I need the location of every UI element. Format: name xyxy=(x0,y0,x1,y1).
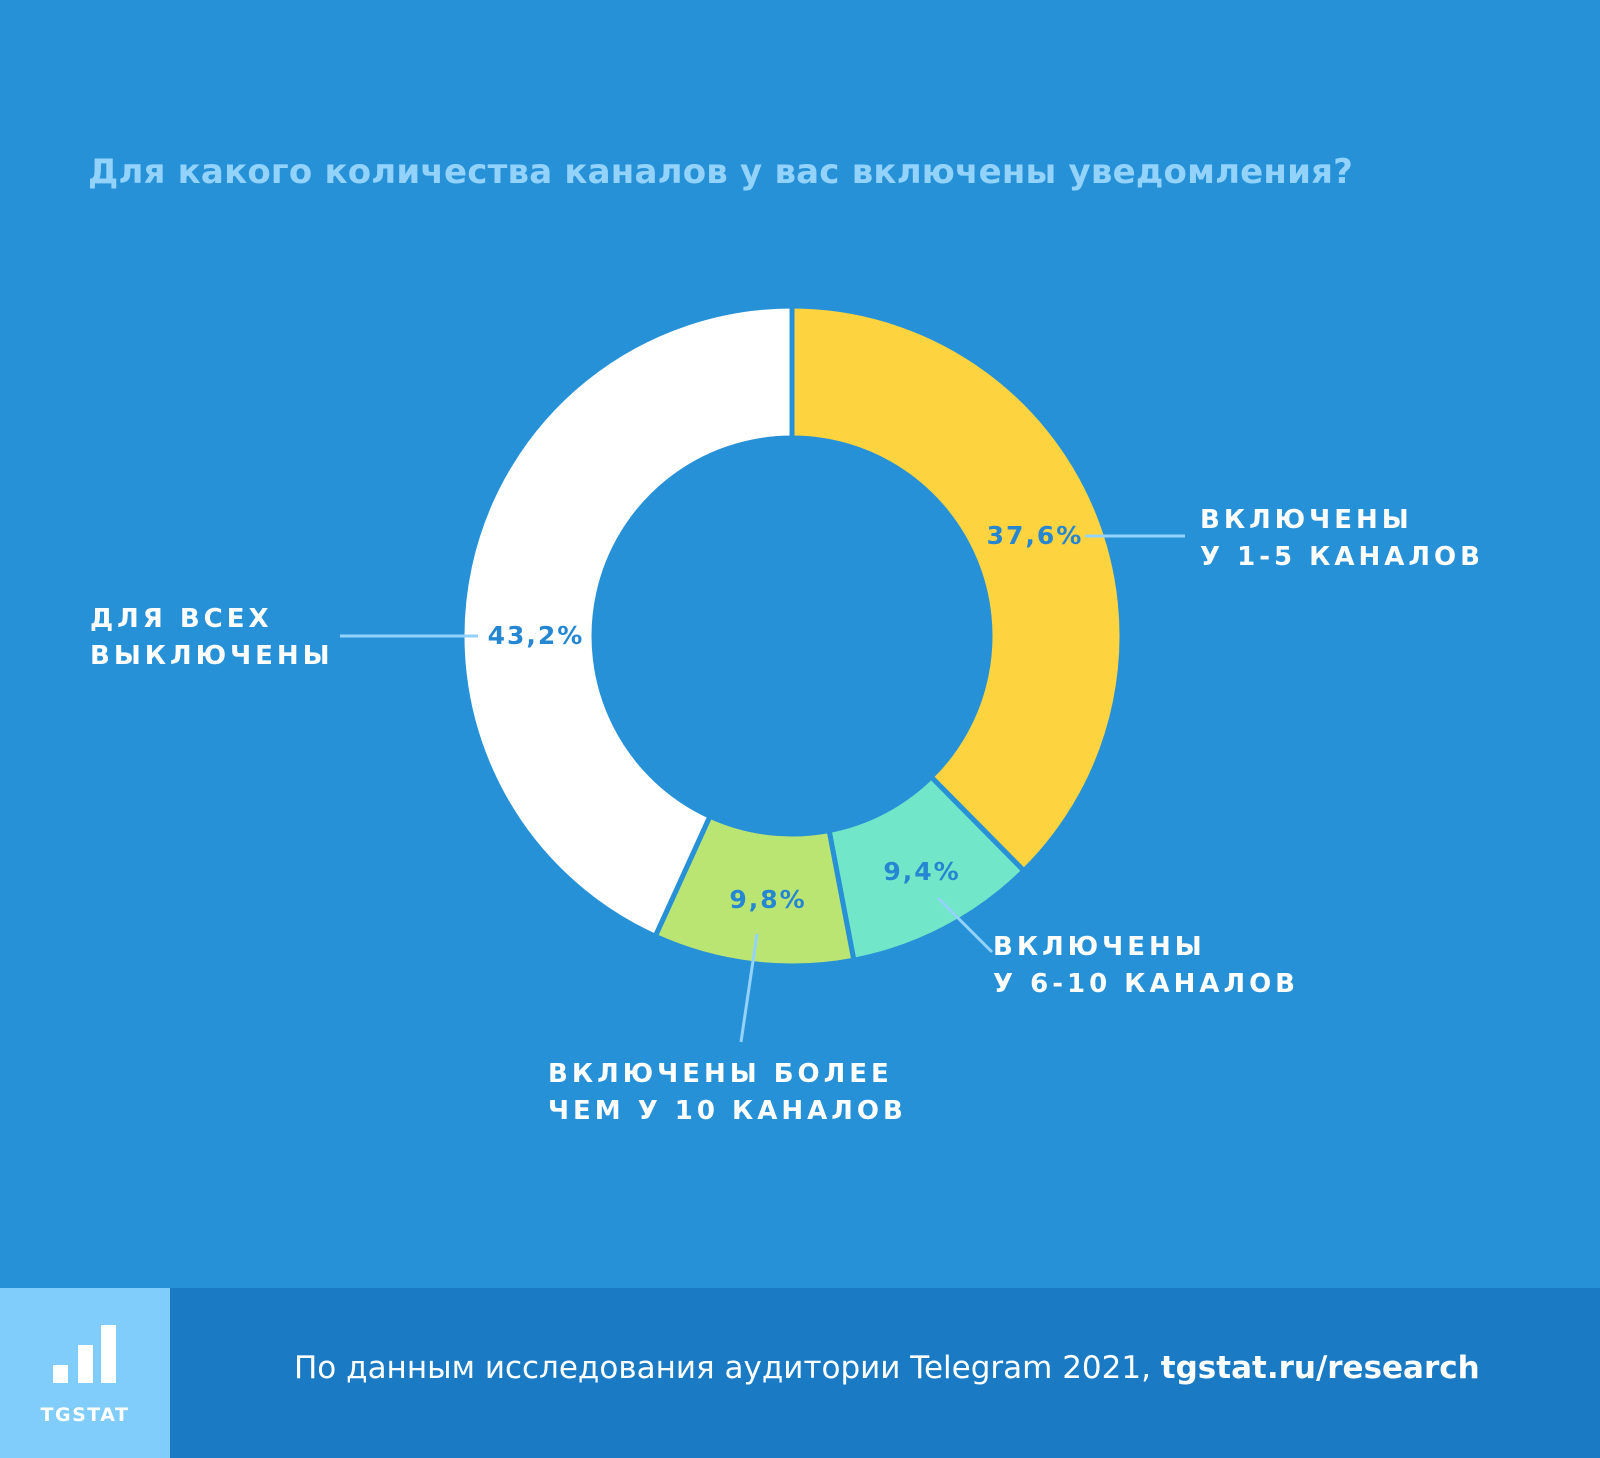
slice-all-off xyxy=(459,303,795,940)
value-label-over-10: 9,8% xyxy=(729,885,806,914)
category-label-line: ЧЕМ У 10 КАНАЛОВ xyxy=(548,1096,907,1126)
chart-title: Для какого количества каналов у вас вклю… xyxy=(88,152,1354,192)
logo-text: TGSTAT xyxy=(40,1404,130,1426)
category-label-line: ВКЛЮЧЕНЫ xyxy=(1200,505,1413,535)
value-label-1-5: 37,6% xyxy=(987,521,1084,550)
category-label-6-10: ВКЛЮЧЕНЫ У 6-10 КАНАЛОВ xyxy=(993,932,1299,999)
category-label-all-off: ДЛЯ ВСЕХ ВЫКЛЮЧЕНЫ xyxy=(90,604,334,671)
donut-slices xyxy=(459,303,1125,969)
category-label-line: У 1-5 КАНАЛОВ xyxy=(1200,542,1484,572)
category-label-1-5: ВКЛЮЧЕНЫ У 1-5 КАНАЛОВ xyxy=(1200,505,1484,572)
category-labels: ВКЛЮЧЕНЫ У 1-5 КАНАЛОВ ВКЛЮЧЕНЫ У 6-10 КАНА… xyxy=(90,505,1484,1126)
donut-chart: 37,6% 9,4% 9,8% 43,2% ВКЛЮЧЕНЫ У 1-5 КАНАЛОВ… xyxy=(90,303,1484,1126)
logo-bar-large-icon xyxy=(101,1325,116,1383)
source-text: По данным исследования аудитории Telegra… xyxy=(294,1350,1161,1386)
value-label-6-10: 9,4% xyxy=(883,857,960,886)
leader-line xyxy=(739,933,759,1043)
category-label-line: У 6-10 КАНАЛОВ xyxy=(993,969,1299,999)
source-note: По данным исследования аудитории Telegra… xyxy=(294,1350,1480,1386)
category-label-line: ВКЛЮЧЕНЫ БОЛЕЕ xyxy=(548,1059,893,1089)
leader-line xyxy=(936,896,994,954)
leader-lines xyxy=(340,534,1185,1043)
logo-bar-small-icon xyxy=(53,1365,68,1383)
category-label-line: ВКЛЮЧЕНЫ xyxy=(993,932,1206,962)
category-label-line: ДЛЯ ВСЕХ xyxy=(90,604,273,634)
category-label-over-10: ВКЛЮЧЕНЫ БОЛЕЕ ЧЕМ У 10 КАНАЛОВ xyxy=(548,1059,907,1126)
value-label-all-off: 43,2% xyxy=(488,621,585,650)
footer-bar: TGSTAT По данным исследования аудитории … xyxy=(0,1288,1600,1458)
logo-bar-medium-icon xyxy=(78,1345,93,1383)
tgstat-logo: TGSTAT xyxy=(0,1288,170,1458)
category-label-line: ВЫКЛЮЧЕНЫ xyxy=(90,641,334,671)
value-labels: 37,6% 9,4% 9,8% 43,2% xyxy=(488,521,1084,914)
source-link[interactable]: tgstat.ru/research xyxy=(1160,1350,1480,1386)
slice-1-5-channels xyxy=(789,303,1125,875)
